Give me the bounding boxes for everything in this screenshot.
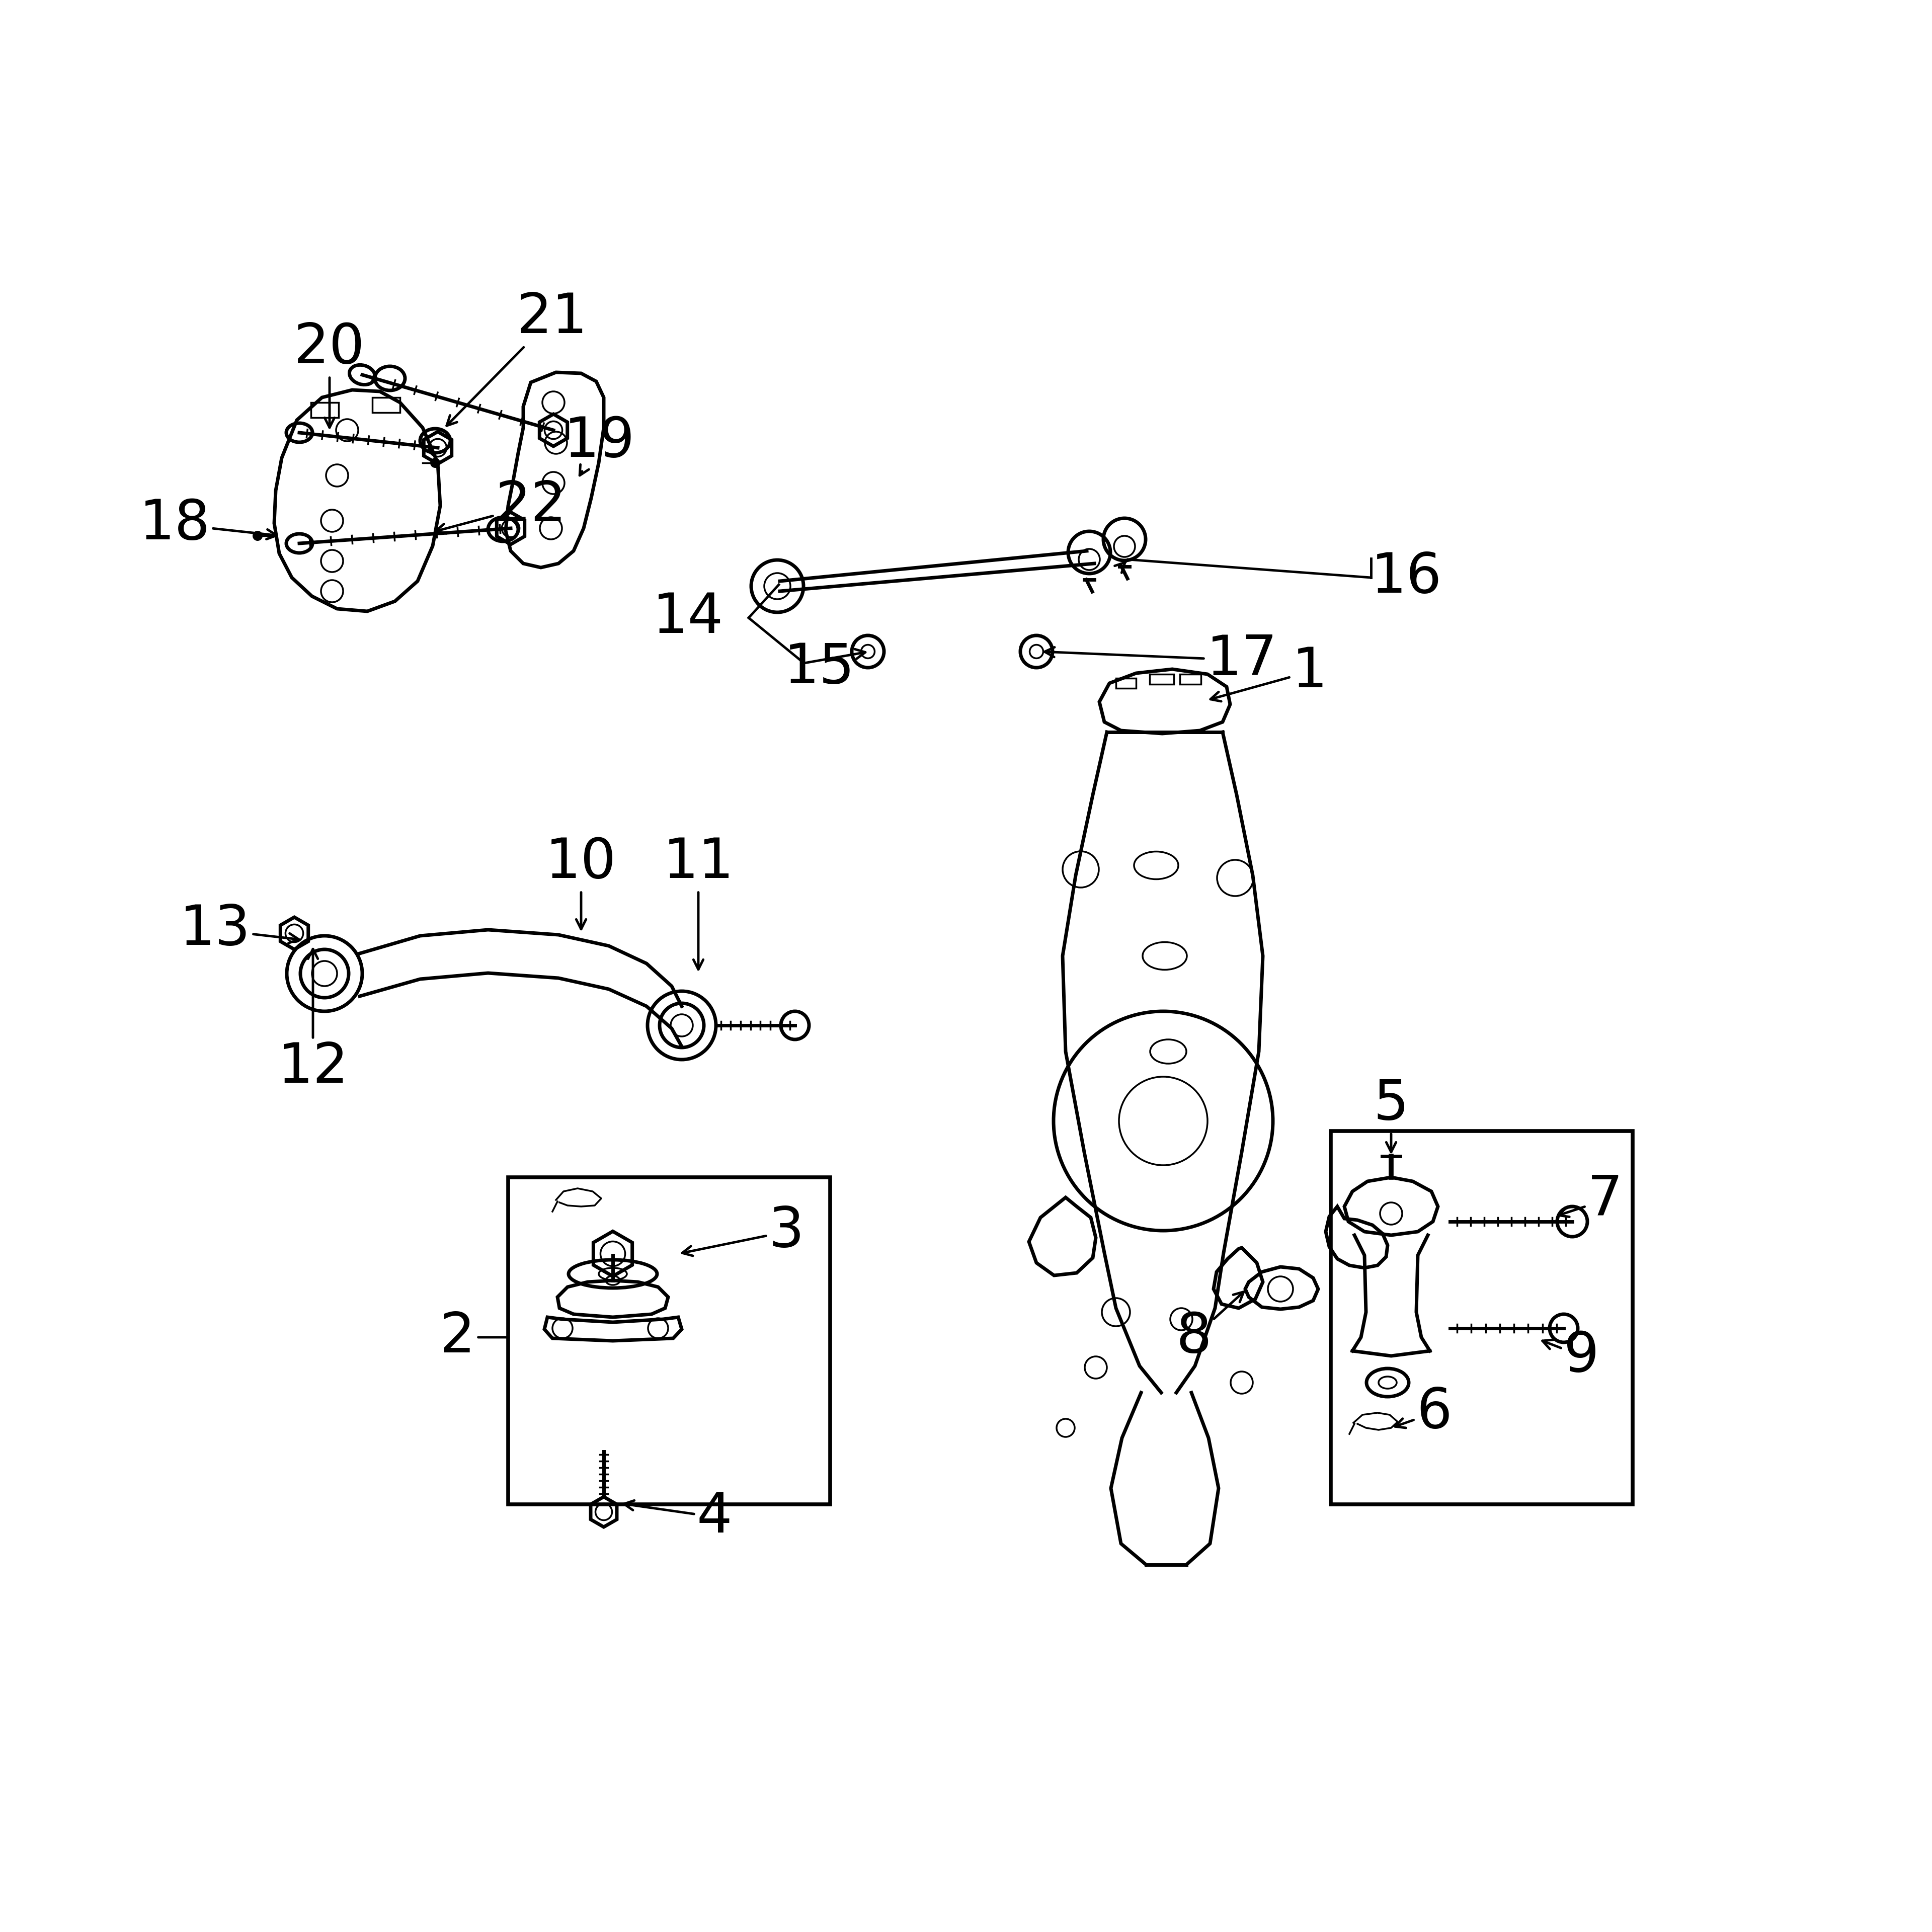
Bar [311,402,338,417]
Text: 1: 1 [1211,645,1327,701]
Bar [508,1177,831,1505]
Bar [1150,674,1175,684]
Text: 19: 19 [564,415,636,475]
Text: 7: 7 [1559,1173,1623,1227]
Text: 5: 5 [1374,1078,1408,1151]
Text: 9: 9 [1542,1329,1600,1383]
Text: 12: 12 [278,949,348,1094]
Text: 21: 21 [446,292,587,425]
Circle shape [253,531,263,541]
Bar [1180,674,1202,684]
Text: 22: 22 [437,479,566,533]
Bar [373,398,400,413]
Text: 15: 15 [784,641,856,696]
Text: 4: 4 [624,1490,732,1544]
Text: 10: 10 [545,837,616,929]
Text: 3: 3 [682,1206,804,1258]
Text: 13: 13 [180,902,299,956]
Text: 14: 14 [653,591,723,645]
Bar [1331,1130,1633,1505]
Text: 6: 6 [1395,1385,1451,1439]
Text: 2: 2 [440,1310,508,1364]
Text: 8: 8 [1177,1293,1244,1364]
Text: 18: 18 [139,497,276,551]
Text: 11: 11 [663,837,734,970]
Circle shape [431,458,440,468]
Bar [1117,678,1136,688]
Text: 16: 16 [1372,551,1441,605]
Text: 20: 20 [294,321,365,427]
Text: 17: 17 [1045,634,1277,688]
